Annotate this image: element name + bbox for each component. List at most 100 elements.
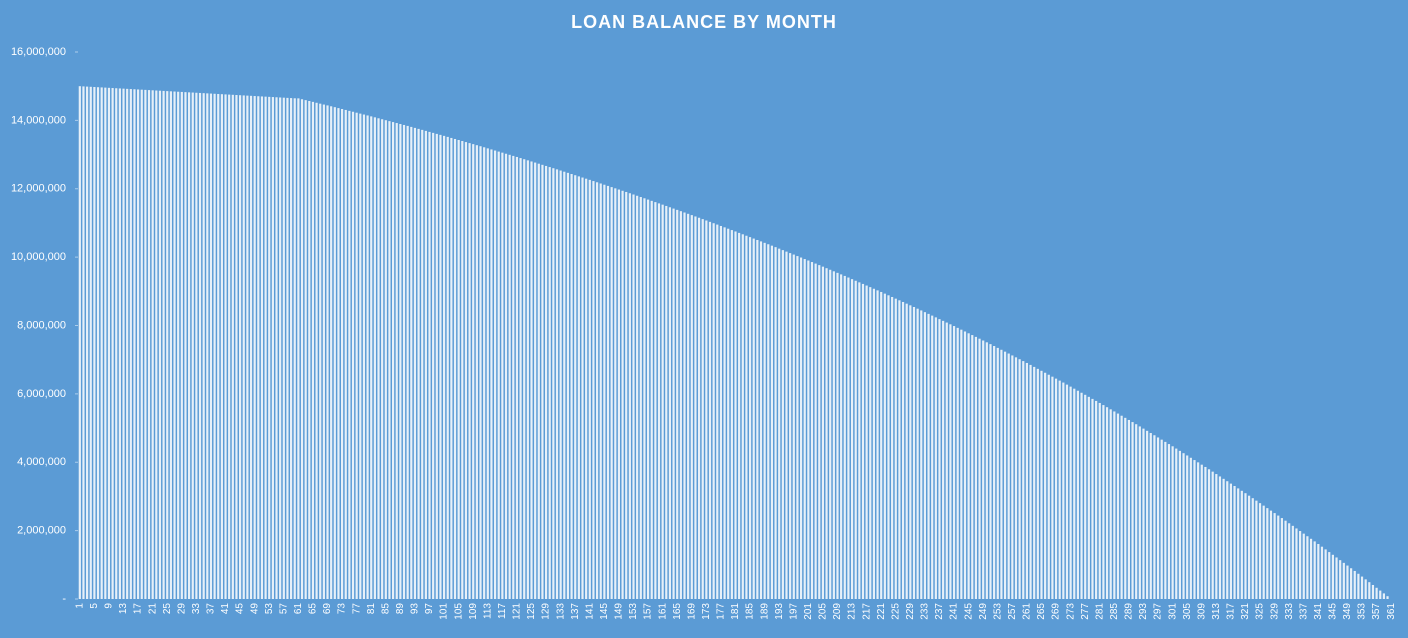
bar [1306, 536, 1309, 599]
bar [1171, 446, 1174, 599]
bar [355, 112, 358, 600]
bar [453, 138, 457, 599]
bar [151, 90, 154, 599]
x-tick-label: 273 [1065, 603, 1076, 620]
x-tick-label: 257 [1007, 603, 1018, 620]
bar [483, 147, 486, 599]
bar [657, 203, 661, 599]
x-tick-label: 205 [818, 603, 829, 620]
x-tick-label: 281 [1094, 603, 1105, 620]
x-tick-label: 133 [555, 603, 566, 620]
x-tick-label: 233 [920, 603, 931, 620]
bar [639, 197, 642, 599]
bar [1178, 450, 1181, 599]
bar [840, 274, 843, 599]
bar [290, 98, 293, 599]
bar [1240, 490, 1243, 599]
x-tick-label: 69 [322, 603, 333, 615]
bar [1244, 493, 1247, 599]
bar [585, 178, 588, 600]
bar [1269, 510, 1273, 599]
x-tick-label: 73 [337, 603, 348, 615]
bar [1291, 525, 1294, 599]
bar [213, 93, 216, 599]
bar [1342, 562, 1345, 599]
bar [162, 90, 165, 600]
bar [96, 87, 100, 599]
bar [1018, 359, 1021, 599]
bar [818, 265, 821, 599]
bar [869, 287, 872, 599]
x-tick-label: 321 [1240, 603, 1251, 620]
bar [555, 169, 559, 599]
bar [1011, 355, 1014, 599]
chart-title: LOAN BALANCE BY MONTH [571, 12, 837, 32]
bar [147, 90, 151, 600]
bar [1036, 368, 1039, 599]
bar [1102, 405, 1105, 599]
bar [286, 97, 289, 599]
x-tick-label: 197 [788, 603, 799, 620]
bar [858, 282, 861, 599]
bar [850, 279, 854, 599]
bar [275, 97, 278, 599]
bar [810, 262, 814, 599]
x-tick-label: 93 [410, 603, 421, 615]
bar [231, 94, 234, 600]
x-tick-label: 169 [686, 603, 697, 620]
x-tick-label: 241 [949, 603, 960, 620]
bar [133, 89, 136, 599]
x-tick-label: 153 [628, 603, 639, 620]
x-tick-label: 261 [1022, 603, 1033, 620]
bar [945, 322, 948, 599]
x-tick-label: 97 [424, 603, 435, 615]
bar [967, 333, 970, 599]
bar [1251, 498, 1254, 599]
bar [894, 298, 897, 599]
bar [111, 88, 114, 599]
bar [526, 160, 529, 599]
bar [1058, 380, 1061, 599]
bar [1368, 582, 1371, 599]
bar [778, 248, 781, 600]
bar [807, 260, 810, 599]
bar [829, 269, 832, 599]
bar [1127, 419, 1130, 599]
bar [1109, 409, 1112, 599]
bar [679, 211, 682, 599]
bar [166, 91, 169, 599]
bar [1022, 361, 1025, 599]
bar [880, 291, 883, 599]
x-tick-label: 117 [497, 603, 508, 619]
bar [1317, 543, 1320, 599]
bar [384, 120, 387, 599]
bar [876, 290, 879, 599]
bar [727, 228, 730, 599]
bar [93, 87, 96, 600]
bar [1029, 364, 1032, 599]
bar [381, 119, 384, 599]
bar [115, 88, 118, 600]
x-tick-label: 277 [1080, 603, 1091, 620]
bar [676, 209, 679, 599]
y-tick-label: 10,000,000 [11, 251, 66, 263]
x-tick-label: 265 [1036, 603, 1047, 620]
bar [406, 125, 409, 599]
bar [1073, 388, 1076, 599]
x-tick-label: 13 [118, 603, 129, 615]
bar [1309, 538, 1313, 599]
bar [206, 93, 209, 599]
bar [650, 200, 653, 600]
bar [1320, 546, 1324, 599]
bar [544, 165, 548, 599]
bar [570, 174, 573, 599]
bar [803, 259, 806, 599]
bar [442, 135, 446, 599]
bar [304, 100, 307, 600]
bar [311, 101, 315, 599]
bar [202, 93, 205, 600]
x-tick-label: 293 [1138, 603, 1149, 620]
bar [701, 219, 704, 599]
bar [1266, 508, 1269, 599]
x-tick-label: 181 [730, 603, 741, 620]
